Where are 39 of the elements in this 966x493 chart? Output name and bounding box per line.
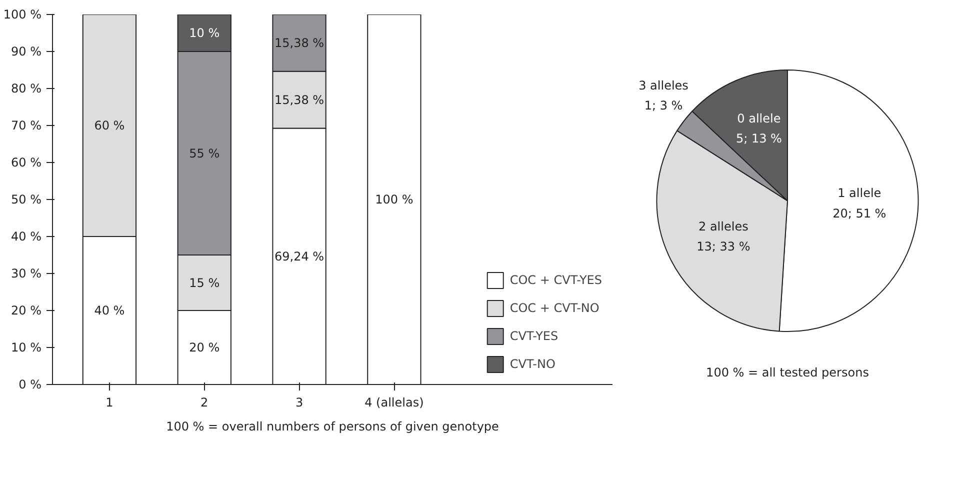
y-tick-label: 70 %: [11, 118, 42, 132]
data-label: 20; 51 %: [832, 206, 886, 220]
data-label: 15,38 %: [274, 36, 324, 50]
data-label: 69,24 %: [274, 249, 324, 264]
data-label: 60 %: [94, 118, 125, 132]
y-tick-label: 10 %: [11, 340, 42, 354]
legend-label: COC + CVT-YES: [510, 273, 602, 287]
y-tick-label: 100 %: [3, 8, 42, 22]
text: 100 % = all tested persons: [706, 366, 869, 380]
x-tick-label: 3: [295, 396, 304, 410]
legend-label: CVT-YES: [510, 329, 558, 343]
y-tick-label: 60 %: [11, 156, 42, 170]
data-label: 5; 13 %: [736, 131, 782, 146]
slice-label: 0 allele: [737, 111, 781, 126]
legend-label: COC + CVT-NO: [510, 301, 600, 315]
data-label: 1; 3 %: [644, 98, 683, 112]
x-tick-label: 1: [106, 396, 114, 410]
y-tick-label: 0 %: [18, 378, 42, 392]
data-label: 100 %: [375, 192, 414, 206]
y-tick-label: 50 %: [11, 192, 42, 206]
data-label: 15,38 %: [274, 92, 324, 107]
y-tick-label: 80 %: [11, 82, 42, 96]
y-tick-label: 90 %: [11, 44, 42, 58]
slice-label: 2 alleles: [698, 220, 748, 234]
data-label: 15 %: [189, 276, 220, 290]
text: 100 % = overall numbers of persons of given genotype: [166, 420, 499, 434]
x-tick-label: 2: [200, 396, 208, 410]
y-tick-label: 30 %: [11, 266, 42, 280]
data-label: 40 %: [94, 304, 125, 318]
y-tick-label: 40 %: [11, 230, 42, 244]
slice-label: 1 allele: [838, 186, 882, 200]
data-label: 55 %: [189, 146, 220, 160]
x-tick-label: 4 (allelas): [364, 396, 424, 410]
data-label: 10 %: [189, 26, 220, 40]
legend-label: CVT-NO: [510, 357, 556, 371]
slice-label: 3 alleles: [638, 78, 688, 92]
data-label: 13; 33 %: [696, 240, 750, 254]
y-tick-label: 20 %: [11, 304, 42, 318]
data-label: 20 %: [189, 340, 220, 354]
